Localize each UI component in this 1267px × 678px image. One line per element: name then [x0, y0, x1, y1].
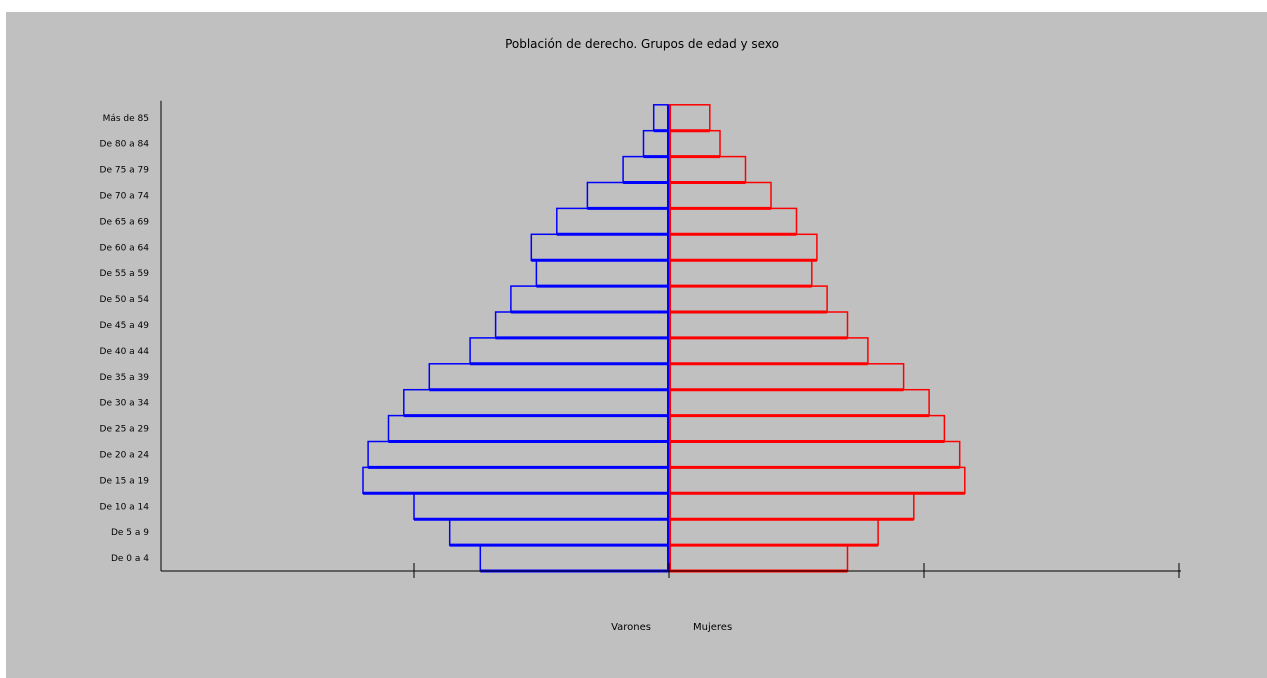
bar-varones-8 [469, 337, 670, 365]
bar-varones-10 [510, 285, 670, 313]
legend-label-varones: Varones [611, 622, 651, 633]
y-tick-label: De 25 a 29 [100, 425, 150, 435]
y-tick-label: De 65 a 69 [100, 217, 150, 227]
bar-varones-11 [535, 259, 670, 287]
axes-group [160, 100, 1181, 578]
bar-varones-12 [530, 233, 670, 261]
y-tick-label: De 60 a 64 [100, 243, 150, 253]
bar-varones-4 [367, 440, 670, 469]
bar-mujeres-1 [668, 518, 879, 546]
bar-varones-7 [428, 363, 670, 391]
bar-varones-3 [362, 466, 670, 495]
bar-mujeres-4 [668, 440, 961, 469]
bar-varones-6 [403, 388, 670, 417]
bar-mujeres-14 [668, 181, 772, 210]
y-tick-label: Más de 85 [103, 114, 149, 124]
bar-mujeres-15 [668, 155, 747, 184]
bar-mujeres-12 [668, 233, 818, 261]
bar-mujeres-13 [668, 207, 798, 236]
y-tick-label: De 55 a 59 [100, 269, 150, 279]
y-tick-label: De 50 a 54 [100, 295, 150, 305]
bar-varones-16 [642, 129, 670, 158]
y-tick-label: De 20 a 24 [100, 450, 150, 460]
bar-varones-2 [413, 492, 670, 520]
bar-mujeres-16 [668, 129, 721, 158]
y-tick-label: De 80 a 84 [100, 140, 150, 150]
y-tick-label: De 15 a 19 [100, 476, 150, 486]
y-tick-label: De 35 a 39 [100, 373, 150, 383]
y-tick-label: De 0 a 4 [111, 554, 149, 564]
y-tick-label: De 30 a 34 [100, 399, 150, 409]
bar-mujeres-11 [668, 259, 813, 287]
bar-varones-5 [387, 414, 670, 443]
bar-varones-13 [556, 207, 670, 236]
bar-mujeres-9 [668, 311, 849, 339]
bar-mujeres-2 [668, 492, 915, 520]
bar-mujeres-10 [668, 285, 828, 313]
y-tick-label: De 75 a 79 [100, 166, 150, 176]
bar-mujeres-17 [668, 104, 711, 132]
bar-mujeres-7 [668, 363, 905, 391]
bar-mujeres-0 [668, 544, 849, 572]
chart-title: Población de derecho. Grupos de edad y s… [505, 37, 779, 51]
bar-varones-15 [622, 155, 670, 184]
bar-varones-17 [652, 104, 670, 132]
bar-mujeres-5 [668, 414, 946, 443]
bar-varones-14 [586, 181, 670, 210]
y-tick-label: De 10 a 14 [100, 502, 150, 512]
bar-mujeres-6 [668, 388, 930, 417]
y-tick-labels: De 0 a 4 De 5 a 9 De 10 a 14 De 15 a 19 De 2… [100, 114, 150, 564]
legend-label-mujeres: Mujeres [693, 622, 732, 633]
bar-mujeres-3 [668, 466, 966, 495]
y-tick-label: De 70 a 74 [100, 191, 150, 201]
bars-group [362, 104, 966, 573]
y-tick-label: De 40 a 44 [100, 347, 150, 357]
bar-varones-0 [479, 544, 670, 572]
bar-varones-1 [448, 518, 670, 546]
bar-mujeres-8 [668, 337, 869, 365]
y-tick-label: De 45 a 49 [100, 321, 150, 331]
bar-varones-9 [494, 311, 670, 339]
chart-frame: Población de derecho. Grupos de edad y s… [6, 12, 1267, 678]
population-pyramid-chart: Población de derecho. Grupos de edad y s… [100, 37, 1181, 633]
y-tick-label: De 5 a 9 [111, 528, 149, 538]
